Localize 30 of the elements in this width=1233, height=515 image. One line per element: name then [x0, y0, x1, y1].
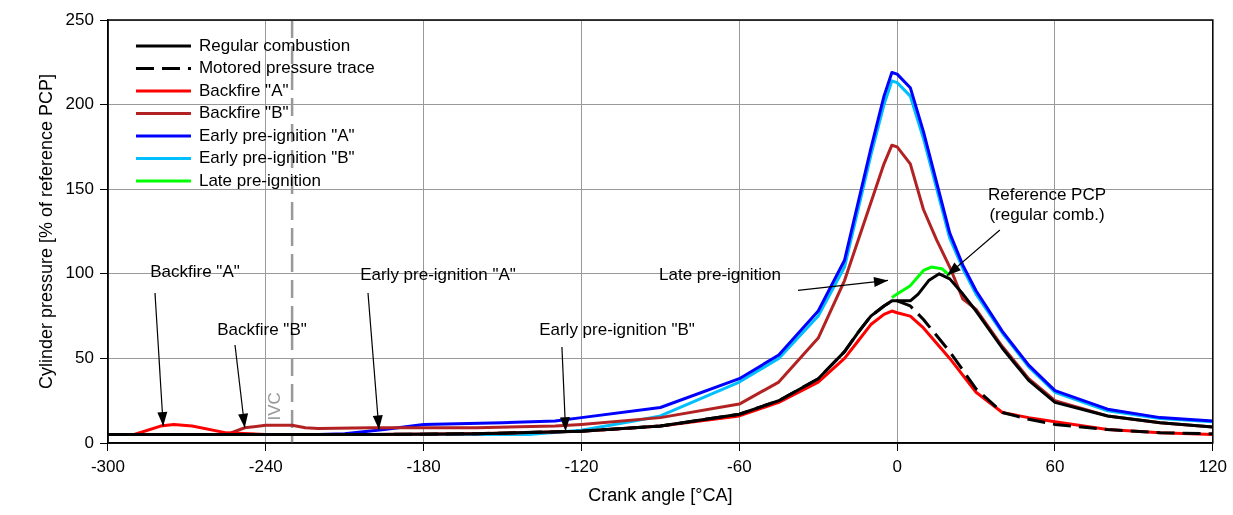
- y-tick-label: 200: [65, 94, 94, 114]
- y-tick-label: 100: [65, 263, 94, 283]
- x-tick-label: -180: [406, 456, 441, 476]
- x-axis-title: Crank angle [°CA]: [588, 485, 733, 506]
- y-axis-title: Cylinder pressure [% of reference PCP]: [35, 73, 56, 390]
- legend-label: Backfire "A": [198, 80, 289, 100]
- annotation: Reference PCP (regular comb.): [987, 184, 1107, 224]
- y-tick-label: 150: [65, 178, 94, 198]
- x-tick-label: -300: [90, 456, 125, 476]
- annotation: Backfire "A": [150, 261, 240, 281]
- legend-label: Motored pressure trace: [198, 58, 375, 78]
- legend-label: Late pre-ignition: [198, 170, 321, 190]
- x-tick-label: 0: [892, 456, 902, 476]
- x-tick-label: 120: [1198, 456, 1228, 476]
- annotation: Late pre-ignition: [659, 264, 781, 284]
- legend-label: Backfire "B": [198, 103, 289, 123]
- x-tick-label: -60: [727, 456, 752, 476]
- x-tick-label: 60: [1045, 456, 1065, 476]
- x-tick-label: -240: [248, 456, 283, 476]
- x-tick-label: -120: [564, 456, 599, 476]
- y-tick-label: 0: [84, 432, 94, 452]
- annotation: Early pre-ignition "A": [360, 264, 516, 284]
- legend-label: Regular combustion: [198, 35, 351, 55]
- legend-label: Early pre-ignition "B": [198, 148, 355, 168]
- annotation: Backfire "B": [217, 319, 307, 339]
- annotation: Early pre-ignition "B": [539, 319, 695, 339]
- ref-line-label: IVC: [265, 392, 285, 421]
- y-tick-label: 50: [75, 348, 94, 368]
- legend-label: Early pre-ignition "A": [198, 125, 355, 145]
- y-tick-label: 250: [65, 9, 94, 29]
